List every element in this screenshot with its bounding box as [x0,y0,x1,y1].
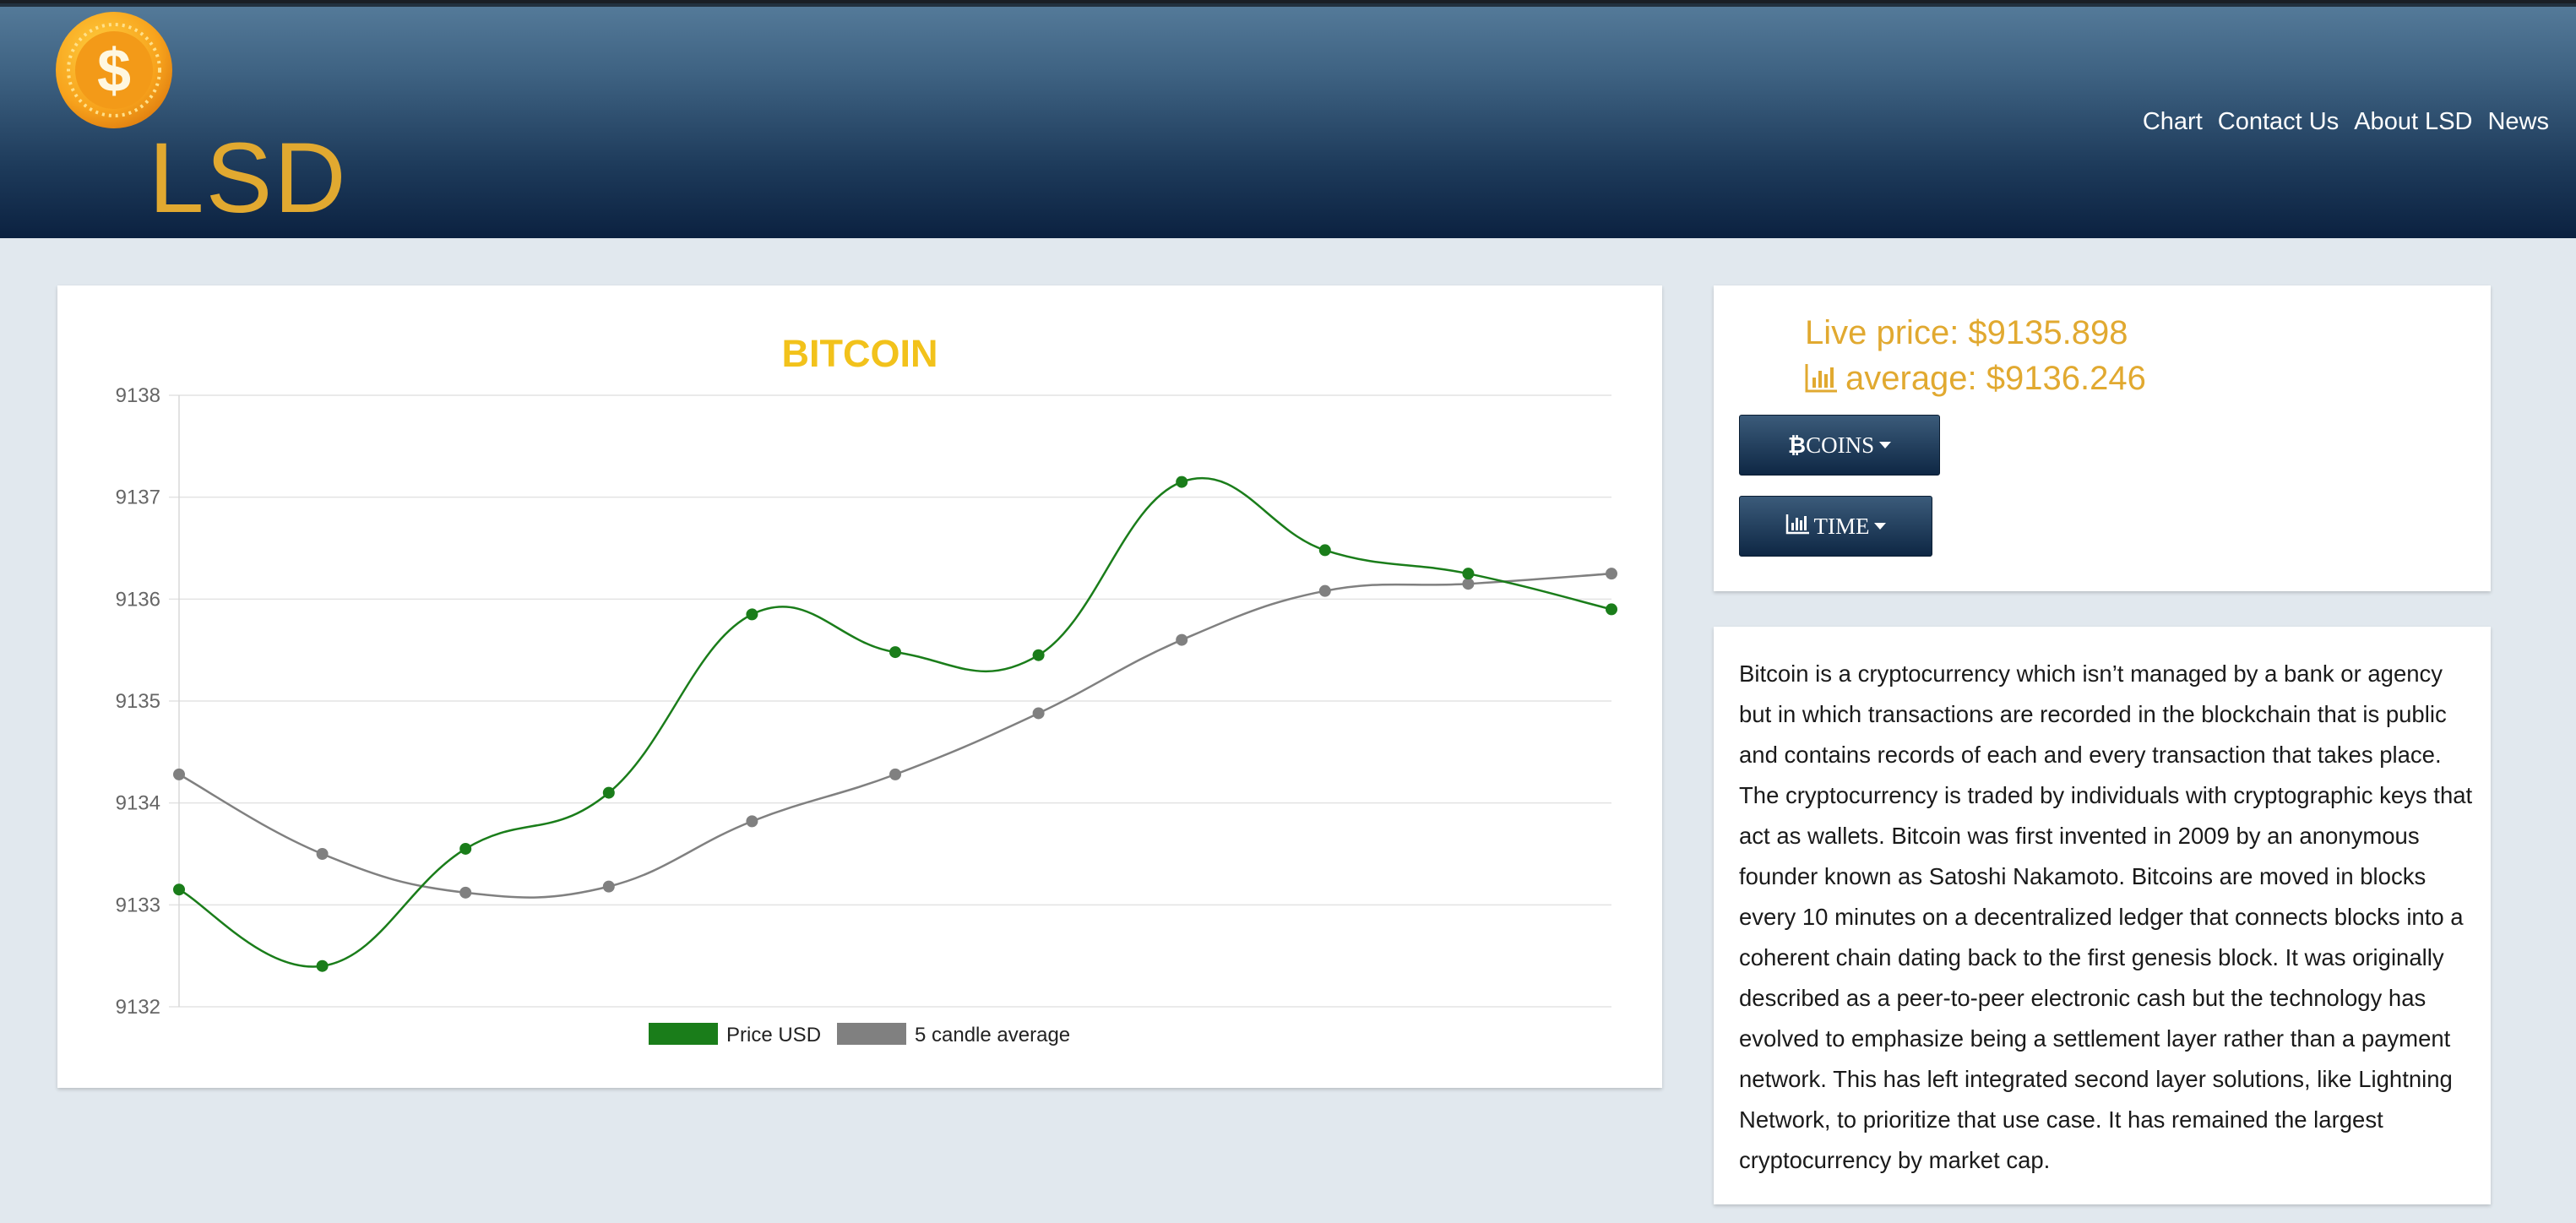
candle-average-point[interactable] [889,768,901,780]
brand-logo-text: LSD [149,122,348,234]
bitcoin-icon: ₿ [1787,432,1807,459]
y-tick-label: 9135 [116,690,160,713]
average-price-row: average: $9136.246 [1805,360,2146,401]
coins-button-label: COINS [1806,432,1875,458]
time-dropdown-button[interactable]: TIME [1739,496,1932,557]
description-card: Bitcoin is a cryptocurrency which isn’t … [1714,627,2491,1204]
price-usd-point[interactable] [1318,544,1331,557]
y-tick-label: 9133 [116,894,160,916]
legend-label-average: 5 candle average [915,1024,1070,1046]
y-tick-label: 9138 [116,384,160,407]
y-tick-label: 9137 [116,486,160,509]
price-usd-point[interactable] [459,842,472,855]
top-header: $ LSD Chart Contact Us About LSD News [0,0,2576,238]
price-usd-point[interactable] [1176,476,1188,488]
price-line-chart: BITCOIN 9132 9133 9134 9135 9136 9137 9138 Pri… [116,332,1617,1046]
legend-label-price: Price USD [726,1024,821,1046]
coin-dollar-icon: $ [56,12,172,128]
nav-contact-us-link[interactable]: Contact Us [2217,108,2340,135]
price-usd-point[interactable] [1032,649,1045,661]
caret-down-icon [1874,523,1887,530]
average-price-text: average: $9136.246 [1845,360,2146,397]
price-usd-point[interactable] [746,608,758,621]
candle-average-point[interactable] [1176,633,1188,646]
y-tick-label: 9132 [116,996,160,1019]
candle-average-point[interactable] [173,768,185,780]
candle-average-point[interactable] [602,880,615,893]
coins-dropdown-button[interactable]: ₿ COINS [1739,415,1940,476]
candle-average-point[interactable] [1462,578,1475,590]
main-nav: Chart Contact Us About LSD News [2143,108,2549,136]
candle-average-point[interactable] [316,848,329,860]
bar-chart-icon [1785,513,1811,541]
header-top-border [0,3,2576,7]
time-button-label: TIME [1813,513,1870,539]
price-usd-point[interactable] [316,959,329,972]
chart-card: BITCOIN 9132 9133 9134 9135 9136 9137 9138 Pri… [57,285,1662,1088]
candle-average-point[interactable] [1318,584,1331,597]
candle-average-point[interactable] [1606,568,1617,580]
price-info-card: Live price: $9135.898 average: $9136.246… [1714,285,2491,591]
candle-average-point[interactable] [746,815,758,828]
price-usd-point[interactable] [173,883,185,896]
candle-average-point[interactable] [459,886,472,899]
live-price-text: Live price: $9135.898 [1805,314,2128,351]
price-usd-line [178,476,1612,968]
nav-chart-link[interactable]: Chart [2142,108,2203,135]
chart-title: BITCOIN [782,332,938,375]
nav-about-lsd-link[interactable]: About LSD [2354,108,2473,135]
nav-news-link[interactable]: News [2487,108,2549,135]
chart-legend: Price USD 5 candle average [649,1023,1070,1046]
caret-down-icon [1879,442,1892,448]
y-tick-label: 9134 [116,792,160,815]
y-tick-label: 9136 [116,588,160,611]
price-usd-point[interactable] [1462,568,1475,580]
price-usd-point[interactable] [602,786,615,799]
bar-chart-icon [1805,362,1839,401]
svg-text:$: $ [97,37,131,105]
bitcoin-description: Bitcoin is a cryptocurrency which isn’t … [1739,660,2473,1173]
legend-swatch-price[interactable] [649,1023,718,1045]
candle-average-line [178,572,1612,899]
price-usd-point[interactable] [889,646,901,659]
price-usd-point[interactable] [1606,603,1617,616]
legend-swatch-average[interactable] [837,1023,906,1045]
candle-average-point[interactable] [1032,707,1045,720]
